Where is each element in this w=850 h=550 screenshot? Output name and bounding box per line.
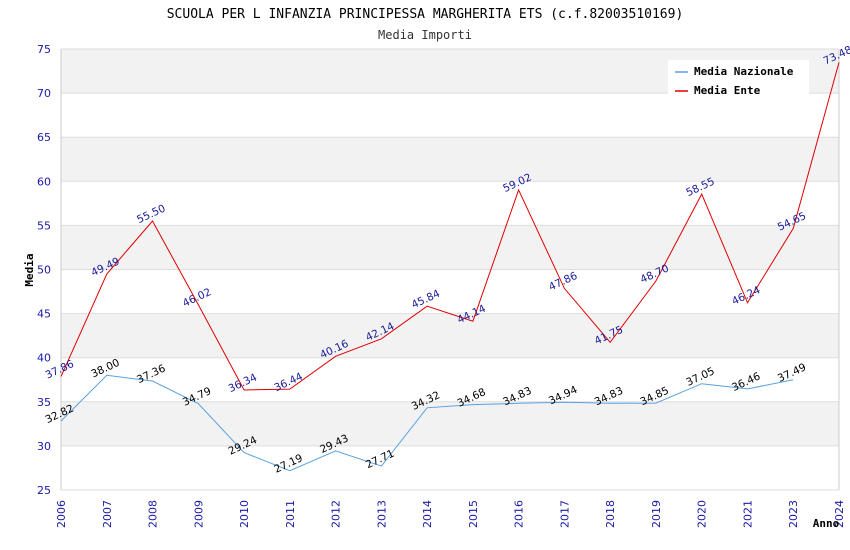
- legend-box: [668, 60, 809, 98]
- grid-band: [61, 269, 839, 314]
- y-tick-label: 30: [37, 440, 51, 453]
- x-tick-label: 2007: [101, 500, 114, 528]
- x-tick-label: 2009: [192, 500, 205, 528]
- y-tick-label: 65: [37, 131, 51, 144]
- legend: Media Nazionale Media Ente: [668, 60, 809, 98]
- x-tick-label: 2013: [375, 500, 388, 528]
- grid-band: [61, 313, 839, 358]
- series-lines: [60, 62, 840, 472]
- x-tick-label: 2012: [330, 500, 343, 528]
- x-tick-label: 2006: [55, 500, 68, 528]
- grid-band: [61, 401, 839, 446]
- grid-band: [61, 357, 839, 402]
- grid-band: [61, 181, 839, 226]
- x-tick-label: 2010: [238, 500, 251, 528]
- y-tick-label: 75: [37, 43, 51, 56]
- grid-band: [61, 445, 839, 490]
- legend-label-nazionale: Media Nazionale: [694, 65, 794, 78]
- x-tick-label: 2024: [833, 500, 846, 528]
- x-tick-label: 2021: [741, 500, 754, 528]
- x-axis-ticks: 2006 2007 2008 2009 2010 2011 2012 2013 2014 2015…: [55, 500, 846, 528]
- x-tick-label: 2017: [558, 500, 571, 528]
- series-line-ente: [60, 62, 840, 391]
- x-tick-label: 2011: [284, 500, 297, 528]
- legend-label-ente: Media Ente: [694, 84, 761, 97]
- x-tick-label: 2019: [650, 500, 663, 528]
- x-tick-label: 2016: [513, 500, 526, 528]
- y-tick-label: 50: [37, 264, 51, 277]
- y-tick-label: 25: [37, 484, 51, 497]
- grid-bands: [60, 48, 840, 491]
- chart-subtitle: Media Importi: [378, 28, 472, 42]
- y-tick-label: 45: [37, 308, 51, 321]
- x-tick-label: 2008: [147, 500, 160, 528]
- x-tick-label: 2018: [604, 500, 617, 528]
- chart-title: SCUOLA PER L INFANZIA PRINCIPESSA MARGHE…: [167, 7, 684, 22]
- y-tick-label: 70: [37, 87, 51, 100]
- y-tick-label: 55: [37, 219, 51, 232]
- y-tick-label: 40: [37, 352, 51, 365]
- grid-band: [61, 137, 839, 182]
- grid-band: [61, 225, 839, 270]
- x-tick-label: 2023: [787, 500, 800, 528]
- y-axis-title: Media: [23, 253, 36, 286]
- x-tick-label: 2014: [421, 500, 434, 528]
- x-tick-label: 2015: [467, 500, 480, 528]
- y-axis-ticks: 25 30 35 40 45 50 55 60 65 70 75: [37, 43, 51, 497]
- x-tick-label: 2020: [696, 500, 709, 528]
- series-line-nazionale: [60, 374, 794, 472]
- y-tick-label: 35: [37, 396, 51, 409]
- grid-band: [61, 93, 839, 138]
- y-tick-label: 60: [37, 175, 51, 188]
- x-axis-title: Anno: [813, 517, 840, 530]
